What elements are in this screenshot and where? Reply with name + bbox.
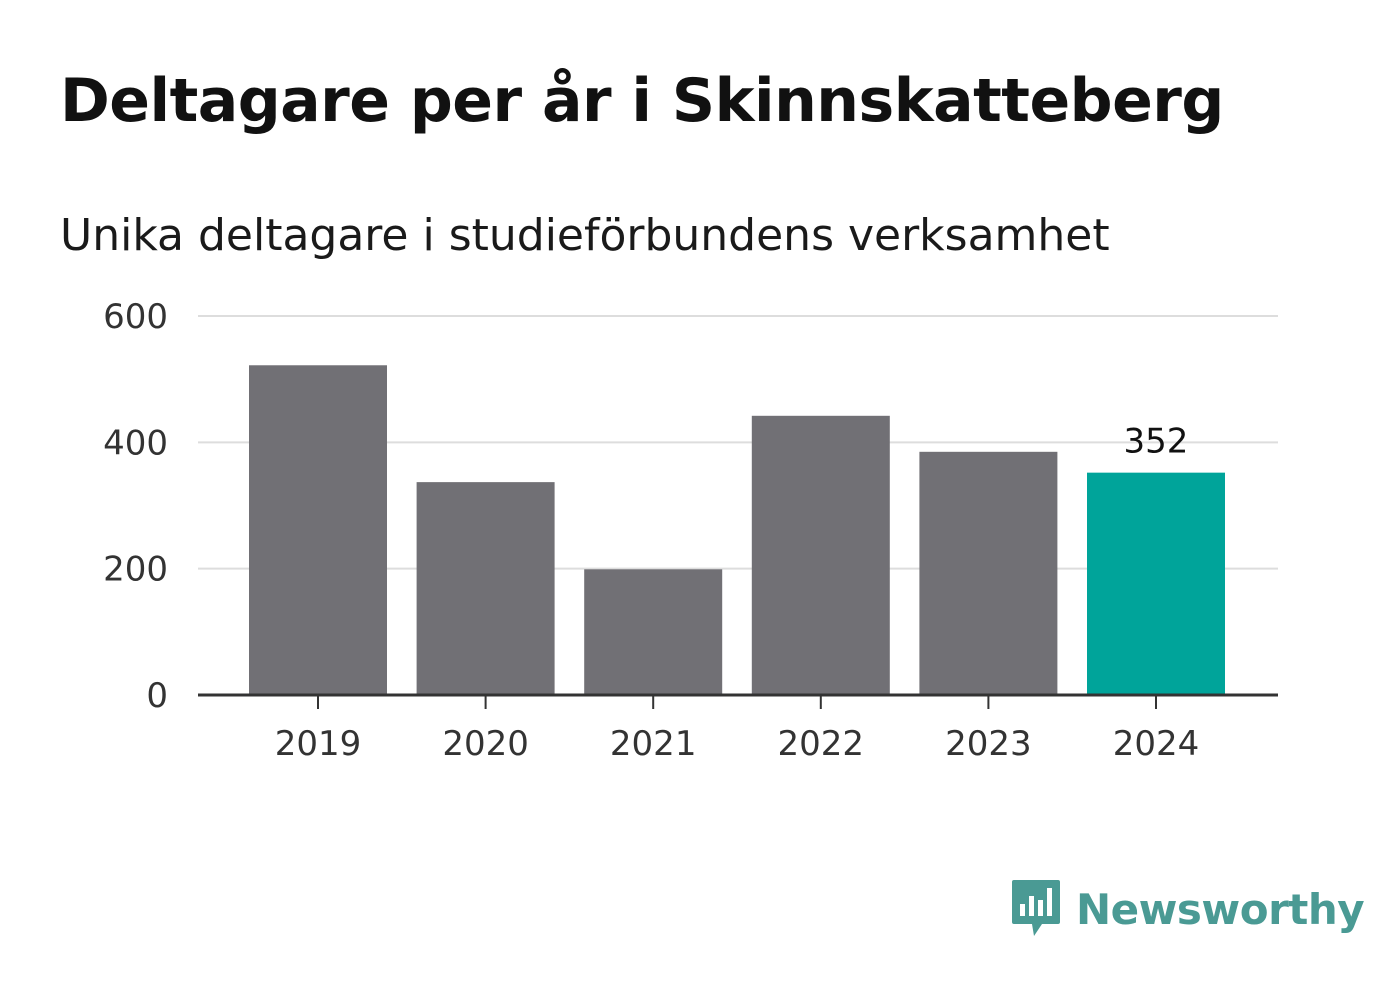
y-tick-label: 400: [103, 423, 168, 463]
y-axis-labels: 0 200 400 600: [103, 297, 168, 716]
brand-logo: Newsworthy: [1010, 878, 1365, 940]
bars: [249, 365, 1225, 695]
bar-2022: [751, 415, 890, 695]
x-tick-label: 2019: [275, 724, 362, 764]
chart-title: Deltagare per år i Skinnskatteberg: [60, 66, 1224, 136]
y-tick-label: 600: [103, 297, 168, 337]
bar-2023: [919, 451, 1058, 695]
x-tick-label: 2022: [778, 724, 865, 764]
x-tick-label: 2020: [442, 724, 529, 764]
bar-chart-speech-bubble-icon: [1012, 880, 1060, 936]
y-tick-label: 200: [103, 550, 168, 590]
chart-subtitle: Unika deltagare i studieförbundens verks…: [60, 210, 1110, 261]
bar-2019: [249, 365, 387, 695]
x-tick-label: 2021: [610, 724, 697, 764]
x-tick-label: 2024: [1113, 724, 1200, 764]
bar-2020: [416, 482, 555, 695]
brand-name: Newsworthy: [1076, 884, 1365, 934]
x-axis-labels: 2019 2020 2021 2022 2023 2024: [275, 724, 1200, 764]
bar-2024: [1087, 472, 1225, 695]
value-labels: 352: [1124, 422, 1189, 462]
bar-2021: [584, 569, 723, 695]
x-tick-label: 2023: [945, 724, 1032, 764]
y-tick-label: 0: [146, 676, 168, 716]
value-label: 352: [1124, 422, 1189, 462]
x-axis: [198, 693, 1278, 709]
